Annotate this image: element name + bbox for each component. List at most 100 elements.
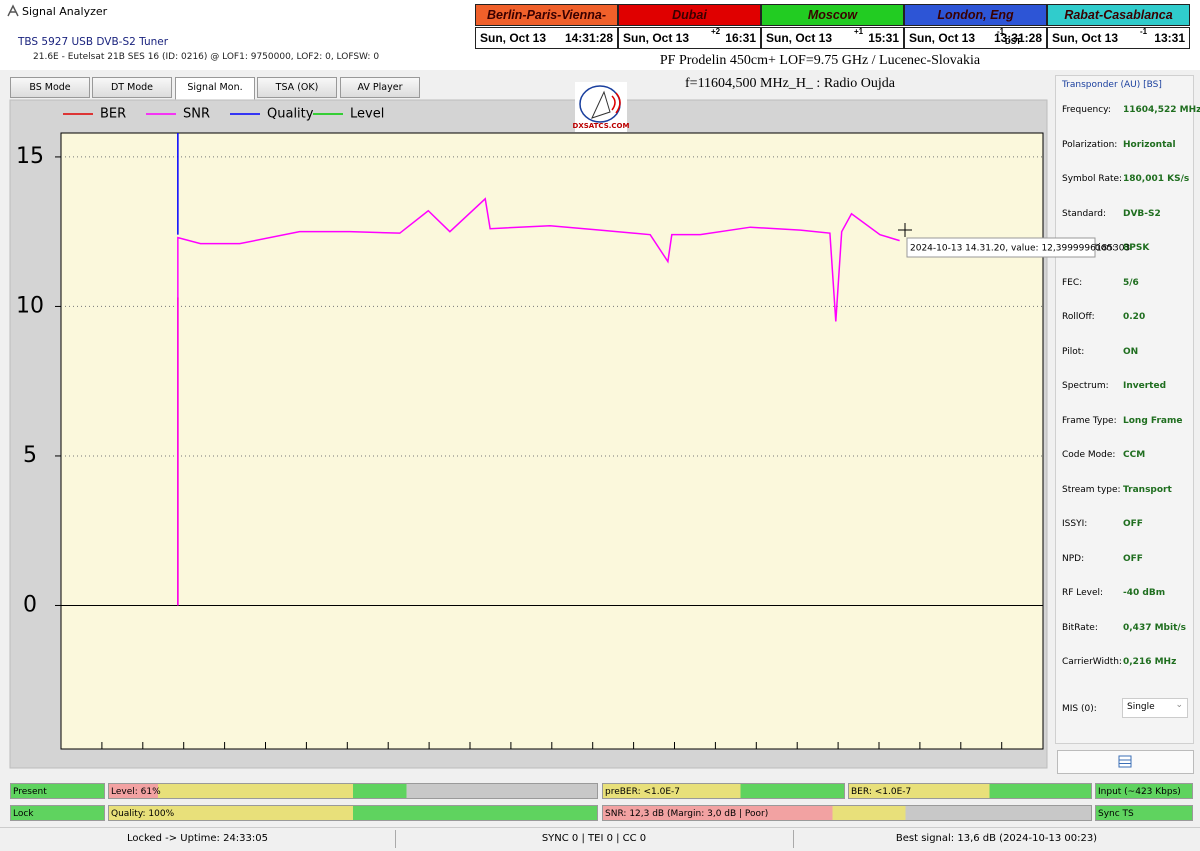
param-label: CarrierWidth: (1062, 657, 1122, 667)
antenna-info: PF Prodelin 450cm+ LOF=9.75 GHz / Lucene… (659, 53, 981, 68)
status-separator (793, 830, 794, 848)
plot-area (60, 132, 1044, 750)
y-tick-label: 15 (16, 144, 44, 169)
param-label: Polarization: (1062, 139, 1118, 150)
param-label: Frequency: (1062, 105, 1111, 115)
clock-body: Sun, Oct 13 -1 DST 13:31:28 (904, 27, 1047, 49)
param-label: ISSYI: (1062, 519, 1088, 529)
param-value: 0,216 MHz (1123, 657, 1177, 667)
param-label: NPD: (1062, 553, 1085, 564)
tuner-info: 21.6E - Eutelsat 21B SES 16 (ID: 0216) @… (33, 52, 380, 62)
tab[interactable]: BS Mode (10, 77, 90, 98)
tab[interactable]: AV Player (340, 77, 420, 98)
param-label: Symbol Rate: (1062, 174, 1123, 184)
param-value: -40 dBm (1123, 588, 1166, 598)
clock-time: 13:31 (1154, 31, 1185, 45)
channel-info: f=11604,500 MHz_H_ : Radio Oujda (685, 76, 895, 91)
status-text: Best signal: 13,6 dB (2024-10-13 00:23) (895, 833, 1098, 844)
meter: preBER: <1.0E-7 (602, 783, 845, 799)
clock-body: Sun, Oct 13 +2 16:31 (618, 27, 761, 49)
param-value: 180,001 KS/s (1123, 174, 1190, 184)
param-value: CCM (1123, 450, 1146, 460)
param-value: Long Frame (1123, 415, 1183, 426)
clock-date: Sun, Oct 13 (480, 31, 547, 45)
param-value: Transport (1123, 484, 1172, 495)
legend-label: Quality (267, 107, 314, 122)
clock-body: Sun, Oct 13 -1 13:31 (1047, 27, 1190, 49)
param-label: RollOff: (1062, 312, 1095, 322)
clock-date: Sun, Oct 13 (623, 31, 690, 45)
logo-ring (579, 85, 621, 123)
param-label: FEC: (1062, 277, 1083, 288)
tab[interactable]: Signal Mon. (175, 77, 255, 100)
logo-dish (591, 90, 611, 119)
param-label: Pilot: (1062, 346, 1085, 357)
y-tick-label: 0 (23, 592, 37, 617)
param-label: Standard: (1062, 208, 1106, 219)
param-value: DVB-S2 (1123, 208, 1161, 219)
mis-value: Single (1127, 702, 1155, 712)
param-label: Modulation: (1062, 243, 1115, 253)
clock-city: Moscow (761, 4, 904, 26)
button-icon (1118, 755, 1132, 768)
param-label: Stream type: (1062, 484, 1121, 495)
panel-title: Transponder (AU) [BS] (1062, 80, 1162, 90)
logo-bg (575, 82, 627, 132)
y-tick-label: 5 (23, 443, 37, 468)
logo-text: DXSATCS.COM (573, 122, 630, 130)
series-line (177, 197, 900, 606)
meter: BER: <1.0E-7 (848, 783, 1092, 799)
y-tick-label: 10 (16, 293, 44, 318)
clock-time: 15:31 (868, 31, 899, 45)
dropdown-arrow: ⌄ (1175, 700, 1183, 710)
param-value: 0.20 (1123, 312, 1146, 322)
clock-body: Sun, Oct 13 14:31:28 (475, 27, 618, 49)
tab[interactable]: DT Mode (92, 77, 172, 98)
param-label: MIS (0): (1062, 704, 1097, 714)
window-title: Signal Analyzer (22, 5, 108, 18)
clock-city: London, Eng (904, 4, 1047, 26)
clock-offset: -1 (1140, 27, 1148, 36)
clock-dst: DST (1005, 37, 1021, 46)
clock-city: Rabat-Casablanca (1047, 4, 1190, 26)
clock-date: Sun, Oct 13 (1052, 31, 1119, 45)
clock-offset: -1 (997, 27, 1005, 36)
param-value: ON (1123, 346, 1139, 357)
status-bar (0, 827, 1200, 851)
param-label: Frame Type: (1062, 415, 1117, 426)
param-value: 5/6 (1123, 277, 1139, 288)
meter: Present (10, 783, 105, 799)
param-value: OFF (1123, 553, 1143, 564)
status-text: Locked -> Uptime: 24:33:05 (126, 833, 268, 844)
meter: SNR: 12,3 dB (Margin: 3,0 dB | Poor) (602, 805, 1092, 821)
status-text: SYNC 0 | TEI 0 | CC 0 (541, 833, 647, 844)
logo-waves (611, 92, 621, 114)
param-value: 0,437 Mbit/s (1123, 622, 1187, 633)
uptime: Locked Uptime : 24:33:05 (710, 99, 860, 114)
tuner-name: TBS 5927 USB DVB-S2 Tuner (18, 36, 169, 48)
meter: Level: 61% (108, 783, 598, 799)
tab[interactable]: TSA (OK) (257, 77, 337, 98)
param-value: 8PSK (1123, 243, 1150, 253)
app-icon (7, 4, 19, 17)
clock-city: Dubai (618, 4, 761, 26)
panel-button[interactable] (1057, 750, 1194, 774)
clock-body: Sun, Oct 13 +1 15:31 (761, 27, 904, 49)
meter: Lock (10, 805, 105, 821)
mis-dropdown[interactable]: Single ⌄ (1122, 698, 1188, 718)
meter: Input (~423 Kbps) (1095, 783, 1193, 799)
legend-label: BER (100, 107, 126, 122)
meter: Quality: 100% (108, 805, 598, 821)
param-label: Spectrum: (1062, 381, 1109, 391)
clock-city: Berlin-Paris-Vienna-Roma (475, 4, 618, 26)
status-separator (395, 830, 396, 848)
logo: DXSATCS.COM (573, 82, 630, 132)
clock-time: 14:31:28 (564, 31, 613, 45)
clock-time: 16:31 (725, 31, 756, 45)
transponder-panel: Transponder (AU) [BS] Frequency: 11604,52… (1055, 75, 1200, 744)
clock-offset: +1 (854, 27, 864, 36)
legend-label: Level (350, 107, 384, 122)
param-value: Horizontal (1123, 139, 1176, 150)
